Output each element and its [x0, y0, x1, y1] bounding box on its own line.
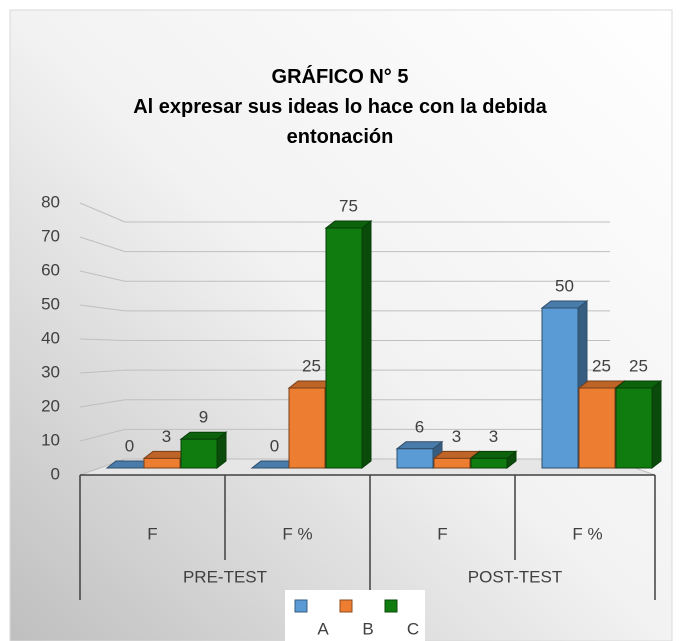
data-label: 3 — [162, 427, 171, 446]
legend-label: A — [317, 619, 329, 638]
x-tick-label: F % — [282, 524, 312, 543]
bar-front — [433, 457, 471, 469]
bar-front — [143, 457, 181, 469]
bar-front — [578, 387, 616, 469]
legend-label: B — [362, 619, 373, 638]
group-label: PRE-TEST — [183, 567, 267, 586]
y-tick-label: 50 — [41, 294, 60, 313]
data-label: 75 — [339, 196, 358, 215]
data-label: 3 — [489, 427, 498, 446]
data-label: 50 — [555, 276, 574, 295]
grid-side — [79, 369, 126, 374]
data-label: 0 — [270, 436, 279, 455]
grid-side — [79, 236, 126, 253]
bar-front — [288, 387, 326, 469]
legend-swatch — [294, 599, 308, 613]
bar — [179, 431, 228, 470]
bar-front — [180, 438, 218, 469]
bar — [324, 219, 373, 470]
bar-front — [396, 448, 434, 469]
chart-subtitle: Al expresar sus ideas lo hace con la deb… — [133, 96, 547, 148]
data-label: 25 — [592, 356, 611, 375]
grid-side — [79, 202, 126, 223]
data-label: 25 — [302, 356, 321, 375]
bar-front — [541, 307, 579, 469]
y-tick-label: 60 — [41, 260, 60, 279]
bar — [614, 379, 663, 470]
grid-side — [79, 399, 126, 408]
y-tick-label: 10 — [41, 430, 60, 449]
y-tick-label: 70 — [41, 226, 60, 245]
x-tick-label: F — [437, 524, 447, 543]
chart-title: GRÁFICO N° 5 — [271, 66, 409, 88]
x-tick-label: F — [147, 524, 157, 543]
grid-side — [79, 270, 126, 282]
legend-swatch — [339, 599, 353, 613]
legend-label: C — [407, 619, 419, 638]
x-tick-label: F % — [572, 524, 602, 543]
group-label: POST-TEST — [468, 567, 562, 586]
bar-side — [361, 219, 372, 470]
bar — [469, 450, 518, 470]
legend-box — [285, 590, 425, 641]
y-tick-label: 0 — [51, 464, 60, 483]
legend-swatch — [384, 599, 398, 613]
bar-side — [651, 379, 662, 470]
y-tick-label: 40 — [41, 328, 60, 347]
y-tick-label: 30 — [41, 362, 60, 381]
grid-side — [79, 304, 126, 312]
grid-side — [79, 428, 126, 442]
titles: GRÁFICO N° 5 Al expresar sus ideas lo ha… — [90, 62, 590, 152]
y-tick-label: 80 — [41, 192, 60, 211]
y-tick-label: 20 — [41, 396, 60, 415]
data-label: 9 — [199, 408, 208, 427]
data-label: 3 — [452, 427, 461, 446]
data-label: 0 — [125, 436, 134, 455]
data-label: 6 — [415, 417, 424, 436]
data-label: 25 — [629, 356, 648, 375]
plot: 0 10 20 30 40 50 60 70 80 F 0 3 9 F % 0 25 75 F 6 3 3 F % 50 25… — [41, 192, 663, 641]
bar-front — [470, 457, 508, 469]
bar-front — [325, 227, 363, 469]
bar-front — [615, 387, 653, 469]
grid-side — [79, 338, 126, 341]
